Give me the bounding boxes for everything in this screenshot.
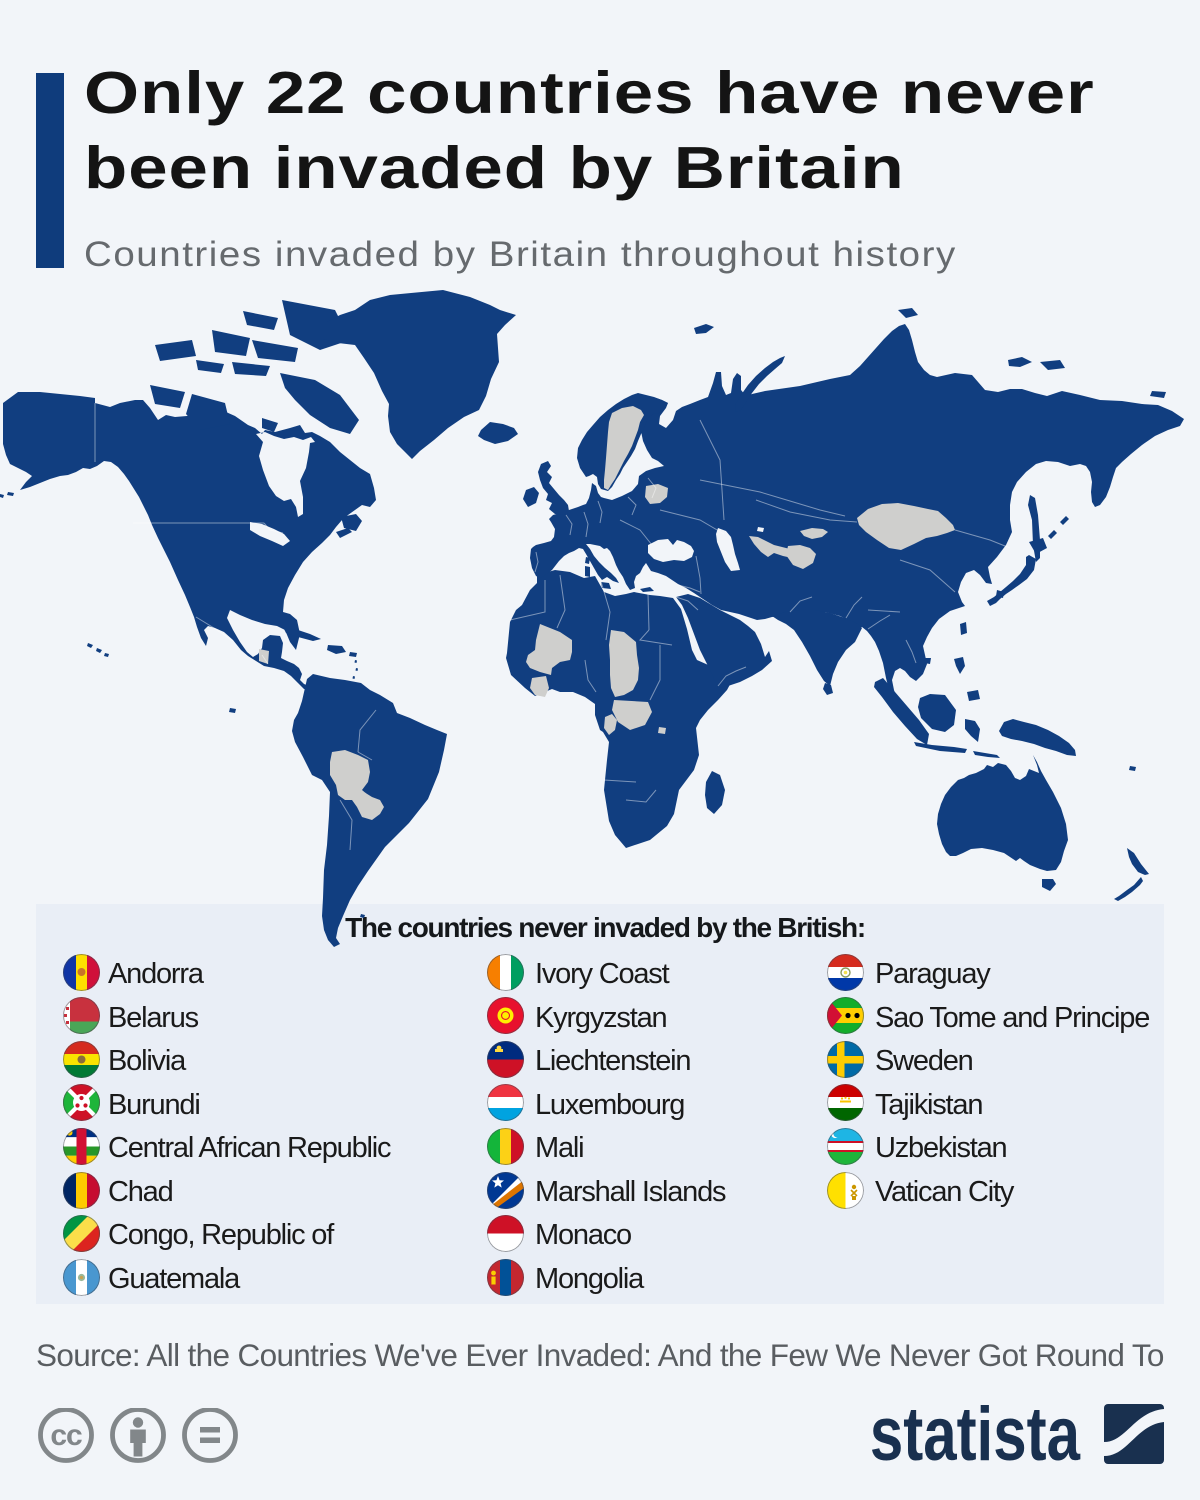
svg-text:cc: cc [50,1419,82,1452]
svg-text:statista: statista [870,1400,1081,1466]
